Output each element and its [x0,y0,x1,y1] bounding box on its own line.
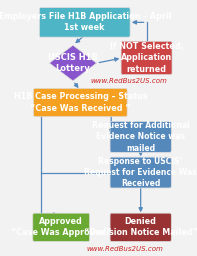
FancyBboxPatch shape [33,88,127,117]
Text: Employers File H1B Application – April
1st week: Employers File H1B Application – April 1… [0,12,171,33]
FancyBboxPatch shape [110,122,171,152]
Text: H1B Case Processing – Status
“Case Was Received ”: H1B Case Processing – Status “Case Was R… [14,92,147,113]
FancyBboxPatch shape [110,213,171,241]
Text: www.RedBus2US.com: www.RedBus2US.com [86,246,163,252]
Text: Response to USCIS’
Request for Evidence Was
Received: Response to USCIS’ Request for Evidence … [84,157,197,188]
FancyBboxPatch shape [121,41,172,75]
Text: Request for Additional
Evidence Notice was
mailed: Request for Additional Evidence Notice w… [92,121,190,153]
FancyBboxPatch shape [110,157,171,188]
Polygon shape [49,45,97,81]
Text: www.RedBus2US.com: www.RedBus2US.com [90,78,167,84]
Text: Approved
“Case Was Approved”: Approved “Case Was Approved” [11,217,112,237]
Text: Denied
“Decision Notice Mailed”: Denied “Decision Notice Mailed” [84,217,197,237]
FancyBboxPatch shape [39,8,130,37]
Text: If NOT Selected,
Application
returned: If NOT Selected, Application returned [110,42,183,73]
Text: USCIS H1B
Lottery: USCIS H1B Lottery [48,53,98,73]
FancyBboxPatch shape [33,213,90,241]
